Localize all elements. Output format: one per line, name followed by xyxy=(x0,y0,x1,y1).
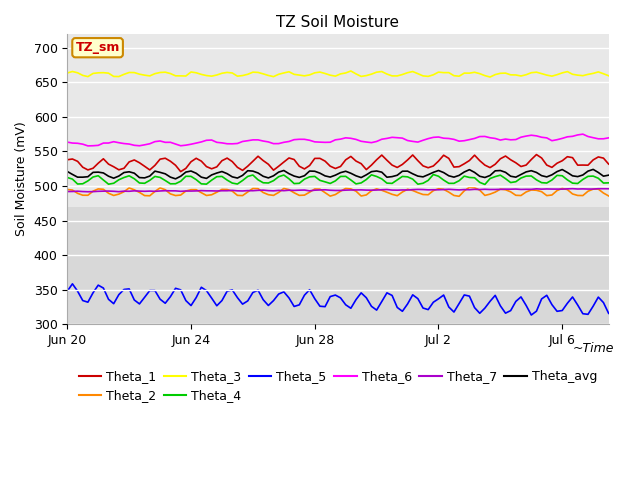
Theta_1 xyxy=(63,157,71,163)
Theta_7 xyxy=(538,186,545,192)
Theta_4 xyxy=(440,177,447,183)
Legend: Theta_1, Theta_2, Theta_3, Theta_4, Theta_5, Theta_6, Theta_7, Theta_avg: Theta_1, Theta_2, Theta_3, Theta_4, Thet… xyxy=(74,365,602,408)
Theta_3 xyxy=(440,70,447,75)
Line: Theta_6: Theta_6 xyxy=(67,134,609,146)
Theta_4 xyxy=(543,180,550,186)
Theta_avg xyxy=(383,174,391,180)
Theta_3 xyxy=(383,71,391,77)
Theta_2 xyxy=(465,184,473,190)
Theta_6 xyxy=(419,137,427,143)
Title: TZ Soil Moisture: TZ Soil Moisture xyxy=(276,15,399,30)
Theta_3 xyxy=(419,73,427,79)
Theta_1 xyxy=(532,152,540,157)
Theta_5 xyxy=(383,290,391,296)
Theta_avg xyxy=(538,173,545,179)
Theta_5 xyxy=(605,311,612,316)
Theta_5 xyxy=(419,305,427,311)
Theta_1 xyxy=(543,162,550,168)
Theta_5 xyxy=(440,292,447,298)
Theta_1 xyxy=(419,163,427,169)
Theta_6 xyxy=(84,143,92,149)
Line: Theta_5: Theta_5 xyxy=(67,284,609,315)
Theta_6 xyxy=(605,135,612,141)
Theta_1 xyxy=(440,152,447,158)
Theta_4 xyxy=(79,181,86,187)
Theta_2 xyxy=(383,190,391,195)
Theta_2 xyxy=(605,193,612,199)
Line: Theta_7: Theta_7 xyxy=(67,189,609,192)
Theta_4 xyxy=(481,181,489,187)
Theta_4 xyxy=(414,181,422,187)
Theta_6 xyxy=(79,141,86,147)
Theta_7 xyxy=(79,189,86,194)
Line: Theta_3: Theta_3 xyxy=(67,71,609,77)
Theta_3 xyxy=(63,70,71,76)
Theta_7 xyxy=(419,187,427,192)
Theta_7 xyxy=(440,187,447,192)
Theta_5 xyxy=(63,288,71,294)
Theta_avg xyxy=(419,174,427,180)
Theta_2 xyxy=(455,193,463,199)
Theta_6 xyxy=(579,131,587,137)
Line: Theta_1: Theta_1 xyxy=(67,155,609,172)
Text: TZ_sm: TZ_sm xyxy=(76,41,120,54)
Theta_1 xyxy=(383,157,391,163)
Theta_6 xyxy=(388,134,396,140)
Theta_2 xyxy=(414,190,422,195)
Theta_7 xyxy=(383,187,391,192)
Bar xyxy=(67,34,609,207)
Y-axis label: Soil Moisture (mV): Soil Moisture (mV) xyxy=(15,121,28,237)
Theta_5 xyxy=(68,281,76,287)
Theta_2 xyxy=(378,187,386,193)
Theta_4 xyxy=(63,175,71,180)
Theta_3 xyxy=(79,72,86,78)
Theta_3 xyxy=(543,72,550,78)
Theta_5 xyxy=(388,292,396,298)
Theta_avg xyxy=(172,176,179,182)
Theta_6 xyxy=(63,139,71,145)
Theta_7 xyxy=(605,186,612,192)
Theta_7 xyxy=(569,186,577,192)
Line: Theta_4: Theta_4 xyxy=(67,175,609,184)
Theta_6 xyxy=(538,134,545,140)
Theta_avg xyxy=(440,170,447,176)
Line: Theta_2: Theta_2 xyxy=(67,187,609,196)
Theta_4 xyxy=(429,172,437,178)
Theta_1 xyxy=(177,169,184,175)
Theta_4 xyxy=(605,180,612,186)
Theta_5 xyxy=(84,300,92,305)
Theta_6 xyxy=(383,135,391,141)
Theta_avg xyxy=(79,174,86,180)
Theta_avg xyxy=(63,168,71,174)
Theta_5 xyxy=(543,292,550,298)
Theta_7 xyxy=(63,189,71,194)
Theta_avg xyxy=(589,167,597,172)
Theta_5 xyxy=(527,312,535,318)
Theta_avg xyxy=(605,172,612,178)
Theta_2 xyxy=(79,192,86,198)
Theta_avg xyxy=(388,174,396,180)
Theta_3 xyxy=(486,74,494,80)
Theta_1 xyxy=(388,162,396,168)
Theta_1 xyxy=(605,161,612,167)
Theta_4 xyxy=(383,180,391,186)
Theta_2 xyxy=(543,192,550,198)
Theta_4 xyxy=(378,176,386,182)
Line: Theta_avg: Theta_avg xyxy=(67,169,609,179)
Theta_7 xyxy=(388,187,396,193)
Theta_3 xyxy=(347,68,355,74)
Theta_3 xyxy=(388,73,396,79)
Theta_7 xyxy=(84,189,92,194)
Theta_2 xyxy=(435,186,442,192)
Theta_2 xyxy=(63,187,71,192)
Theta_3 xyxy=(605,73,612,79)
Text: ~Time: ~Time xyxy=(573,342,614,355)
Theta_1 xyxy=(79,164,86,170)
Theta_6 xyxy=(440,135,447,141)
